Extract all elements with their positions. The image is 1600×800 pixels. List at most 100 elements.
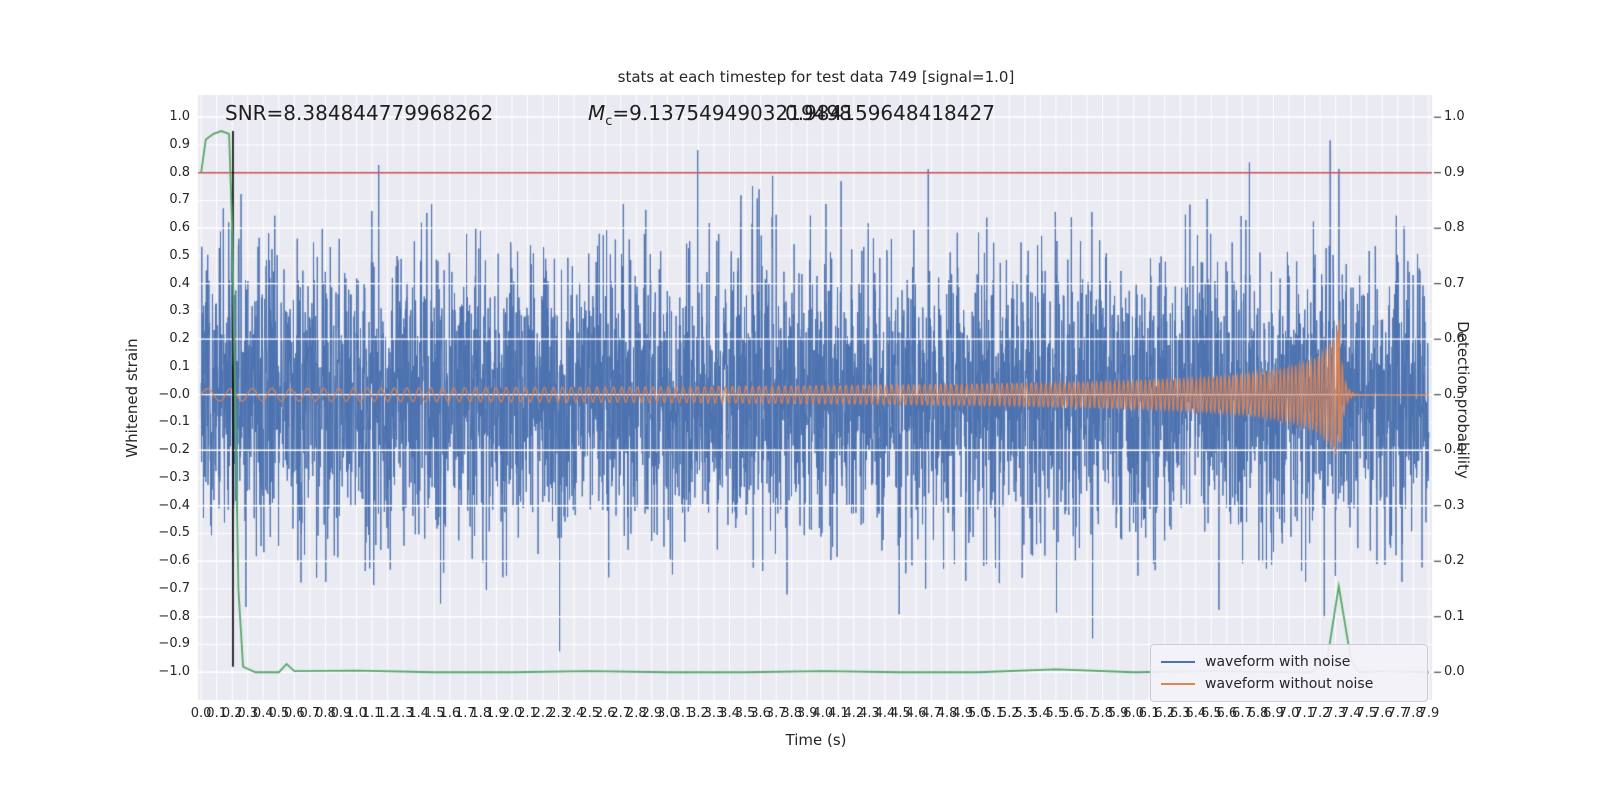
left-y-tick-label: 0.8 xyxy=(169,164,190,180)
x-tick-label: 2.3 xyxy=(548,706,569,721)
x-tick-label: 0.1 xyxy=(206,706,227,721)
x-tick-label: 7.0 xyxy=(1278,706,1300,721)
x-tick-label: 0.4 xyxy=(252,706,274,721)
legend: waveform with noise waveform without noi… xyxy=(1150,644,1428,702)
x-tick-label: 4.3 xyxy=(859,706,880,721)
mc-subscript: c xyxy=(605,114,613,129)
x-tick-label: 6.7 xyxy=(1232,706,1253,721)
left-y-tick-label: −0.0 xyxy=(158,386,190,402)
x-tick-label: 3.0 xyxy=(657,706,678,721)
x-tick-label: 5.2 xyxy=(998,706,1020,721)
x-tick-label: 0.6 xyxy=(284,706,305,721)
x-tick-label: 6.6 xyxy=(1216,706,1238,721)
x-tick-label: 1.7 xyxy=(454,706,476,721)
right-y-tick-label: 0.6 xyxy=(1444,331,1465,347)
chart-title: stats at each timestep for test data 749… xyxy=(617,68,1015,86)
right-y-tick-label: 0.1 xyxy=(1444,608,1465,624)
left-y-tick-label: −0.6 xyxy=(158,553,190,569)
x-tick-label: 5.9 xyxy=(1107,706,1129,721)
x-tick-label: 4.4 xyxy=(874,706,896,721)
left-y-tick-label: −0.2 xyxy=(158,442,190,458)
x-tick-label: 3.2 xyxy=(688,706,709,721)
right-y-tick-label: 0.2 xyxy=(1444,553,1465,569)
x-tick-label: 2.8 xyxy=(625,706,647,721)
x-tick-label: 3.1 xyxy=(672,706,694,721)
x-tick-label: 2.5 xyxy=(579,706,600,721)
x-tick-label: 5.3 xyxy=(1014,706,1036,721)
left-y-tick-label: 0.4 xyxy=(169,275,190,291)
x-tick-label: 3.5 xyxy=(734,706,756,721)
x-tick-label: 5.7 xyxy=(1076,706,1098,721)
x-tick-label: 7.2 xyxy=(1309,706,1331,721)
legend-line-swatch-orange xyxy=(1161,683,1195,685)
left-y-tick-label: −0.5 xyxy=(158,525,190,541)
mc-symbol: M xyxy=(588,101,606,125)
x-tick-label: 2.6 xyxy=(594,706,616,721)
left-y-tick-label: 1.0 xyxy=(169,109,190,125)
right-y-tick-label: 0.4 xyxy=(1444,442,1465,458)
left-y-tick-label: −0.4 xyxy=(158,497,190,513)
legend-label: waveform without noise xyxy=(1205,676,1374,692)
x-tick-label: 1.3 xyxy=(392,706,414,721)
x-tick-label: 0.7 xyxy=(299,706,321,721)
x-tick-label: 2.1 xyxy=(517,706,538,721)
snr-annotation: SNR=8.384844779968262 xyxy=(225,101,494,125)
x-tick-label: 4.0 xyxy=(812,706,834,721)
x-tick-label: 5.4 xyxy=(1030,706,1051,721)
x-tick-label: 4.6 xyxy=(905,706,927,721)
left-y-tick-label: 0.7 xyxy=(169,192,190,208)
legend-item-noise: waveform with noise xyxy=(1161,651,1417,673)
x-tick-label: 2.4 xyxy=(563,706,585,721)
left-y-tick-label: 0.3 xyxy=(169,303,190,319)
x-tick-label: 1.4 xyxy=(408,706,430,721)
x-tick-label: 1.2 xyxy=(377,706,398,721)
x-tick-label: 0.0 xyxy=(190,706,212,721)
x-tick-label: 7.6 xyxy=(1371,706,1393,721)
overlapping-value-annotation: 0.984159648418427 xyxy=(785,101,995,125)
right-y-tick-label: 0.9 xyxy=(1444,164,1465,180)
x-tick-label: 2.7 xyxy=(610,706,632,721)
chirp-mass-annotation: Mc=9.1375494903219498 xyxy=(588,101,852,129)
x-tick-label: 6.0 xyxy=(1123,706,1144,721)
x-tick-label: 3.7 xyxy=(765,706,787,721)
right-y-tick-label: 1.0 xyxy=(1444,109,1465,125)
x-tick-label: 6.1 xyxy=(1138,706,1160,721)
left-y-tick-label: −0.1 xyxy=(158,414,190,430)
x-tick-label: 4.7 xyxy=(921,706,942,721)
left-y-tick-label: −0.3 xyxy=(158,469,190,485)
right-y-tick-label: 0.8 xyxy=(1444,220,1465,236)
x-tick-label: 0.3 xyxy=(237,706,259,721)
x-tick-label: 2.9 xyxy=(641,706,663,721)
x-tick-label: 6.5 xyxy=(1200,706,1222,721)
x-axis-label: Time (s) xyxy=(785,731,847,749)
x-tick-label: 2.2 xyxy=(532,706,554,721)
left-y-tick-label: 0.2 xyxy=(169,331,190,347)
x-tick-label: 4.2 xyxy=(843,706,865,721)
x-tick-label: 3.6 xyxy=(750,706,771,721)
x-tick-label: 1.1 xyxy=(361,706,383,721)
legend-label: waveform with noise xyxy=(1205,654,1351,670)
x-tick-label: 5.1 xyxy=(983,706,1005,721)
left-y-tick-label: −0.9 xyxy=(158,636,190,652)
x-tick-label: 7.9 xyxy=(1418,706,1440,721)
x-tick-label: 0.5 xyxy=(268,706,290,721)
x-tick-label: 1.5 xyxy=(423,706,445,721)
right-y-tick-label: 0.3 xyxy=(1444,497,1465,513)
x-tick-label: 6.2 xyxy=(1154,706,1176,721)
x-tick-label: 1.6 xyxy=(439,706,461,721)
x-tick-label: 3.9 xyxy=(796,706,818,721)
x-tick-label: 7.1 xyxy=(1294,706,1315,721)
right-y-tick-label: 0.0 xyxy=(1444,664,1465,680)
left-y-tick-label: 0.6 xyxy=(169,220,190,236)
x-tick-label: 1.8 xyxy=(470,706,492,721)
x-tick-label: 5.0 xyxy=(967,706,989,721)
mc-value: =9.1375494903219498 xyxy=(612,101,852,125)
x-tick-label: 0.8 xyxy=(315,706,336,721)
left-y-tick-label: −1.0 xyxy=(158,664,190,680)
x-tick-label: 5.6 xyxy=(1061,706,1082,721)
legend-item-signal: waveform without noise xyxy=(1161,673,1417,695)
x-tick-label: 3.8 xyxy=(781,706,803,721)
left-y-tick-label: 0.5 xyxy=(169,247,190,263)
x-tick-label: 4.1 xyxy=(827,706,849,721)
